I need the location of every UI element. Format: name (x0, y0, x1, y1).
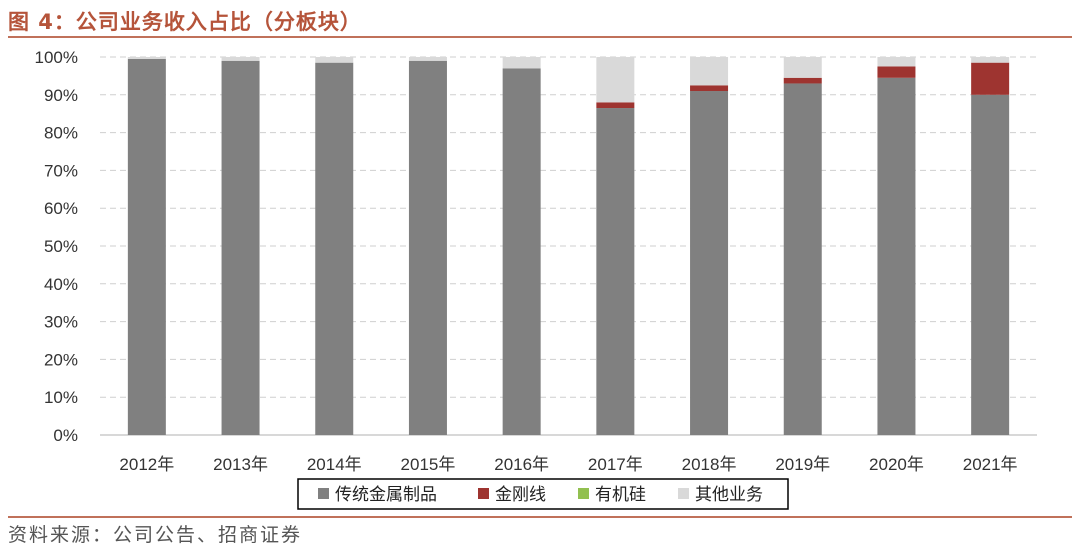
legend-swatch (478, 488, 489, 499)
x-tick-label: 2018年 (682, 455, 737, 474)
bar-segment (596, 108, 635, 435)
y-tick-label: 70% (44, 161, 78, 180)
bar-segment (502, 57, 541, 69)
bar-segment (877, 57, 916, 67)
legend-label: 有机硅 (595, 485, 646, 505)
x-tick-label: 2019年 (775, 455, 830, 474)
bar-segment (408, 60, 447, 435)
source-divider (8, 516, 1072, 518)
x-tick-label: 2017年 (588, 455, 643, 474)
bar-segment (127, 58, 166, 435)
y-tick-label: 50% (44, 237, 78, 256)
bar-segment (221, 60, 260, 435)
y-tick-label: 0% (53, 426, 78, 445)
x-tick-label: 2014年 (307, 455, 362, 474)
x-tick-label: 2015年 (401, 455, 456, 474)
bar-segment (596, 57, 635, 103)
legend-swatch (678, 488, 689, 499)
y-tick-label: 30% (44, 313, 78, 332)
legend-label: 传统金属制品 (335, 485, 437, 505)
y-tick-label: 60% (44, 199, 78, 218)
bar-segment (971, 94, 1010, 436)
bar-segment (971, 57, 1010, 63)
x-tick-label: 2013年 (213, 455, 268, 474)
x-tick-label: 2021年 (963, 455, 1018, 474)
bar-segment (502, 68, 541, 435)
title-bar: 图 4：公司业务收入占比（分板块） (8, 4, 1072, 38)
legend-box (297, 478, 789, 510)
y-tick-label: 90% (44, 86, 78, 105)
bar-segment (783, 83, 822, 436)
bar-segment (127, 57, 166, 59)
y-tick-label: 100% (35, 48, 78, 67)
chart-title: 图 4：公司业务收入占比（分板块） (8, 10, 362, 34)
bar-segment (877, 66, 916, 78)
source-note: 资料来源：公司公告、招商证券 (8, 524, 303, 546)
bar-segment (596, 102, 635, 109)
legend-label: 其他业务 (695, 485, 763, 505)
bar-segment (783, 77, 822, 84)
y-tick-label: 80% (44, 124, 78, 143)
legend-label: 金刚线 (495, 485, 546, 505)
bar-segment (690, 91, 729, 436)
x-tick-label: 2012年 (119, 455, 174, 474)
bar-segment (877, 77, 916, 435)
bar-segment (971, 62, 1010, 95)
bar-segment (783, 57, 822, 78)
x-tick-label: 2020年 (869, 455, 924, 474)
legend-swatch (318, 488, 329, 499)
bar-segment (690, 85, 729, 92)
bar-segment (315, 57, 354, 63)
x-tick-label: 2016年 (494, 455, 549, 474)
y-tick-label: 20% (44, 350, 78, 369)
y-tick-label: 40% (44, 275, 78, 294)
bar-segment (221, 57, 260, 61)
bar-segment (408, 57, 447, 61)
y-tick-label: 10% (44, 388, 78, 407)
legend-swatch (578, 488, 589, 499)
bar-segment (690, 57, 729, 86)
bar-segment (315, 62, 354, 436)
